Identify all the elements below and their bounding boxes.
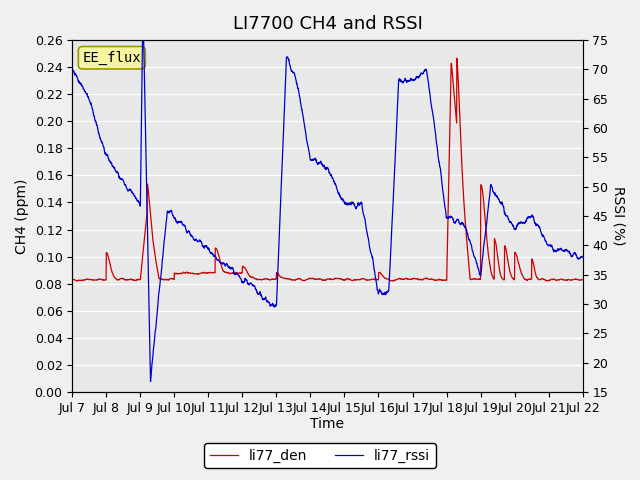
Legend: li77_den, li77_rssi: li77_den, li77_rssi — [204, 443, 436, 468]
li77_den — [476, 276, 484, 282]
li77_rssi — [342, 201, 350, 207]
li77_den — [548, 276, 556, 282]
li77_rssi — [476, 272, 484, 277]
li77_den — [453, 55, 461, 61]
li77_rssi — [548, 244, 556, 250]
li77_rssi — [211, 252, 219, 258]
li77_den — [211, 270, 218, 276]
Y-axis label: CH4 (ppm): CH4 (ppm) — [15, 178, 29, 254]
li77_den — [342, 276, 349, 282]
Line: li77_rssi: li77_rssi — [72, 40, 582, 381]
Text: EE_flux: EE_flux — [83, 51, 141, 65]
li77_rssi — [534, 223, 542, 228]
Title: LI7700 CH4 and RSSI: LI7700 CH4 and RSSI — [232, 15, 422, 33]
li77_rssi — [147, 378, 154, 384]
X-axis label: Time: Time — [310, 418, 344, 432]
li77_den — [388, 278, 396, 284]
Y-axis label: RSSI (%): RSSI (%) — [611, 186, 625, 246]
li77_den — [534, 276, 542, 282]
li77_den — [68, 276, 76, 282]
li77_rssi — [579, 254, 586, 260]
Line: li77_den: li77_den — [72, 58, 582, 281]
li77_rssi — [353, 203, 361, 209]
li77_rssi — [68, 65, 76, 71]
li77_den — [353, 277, 361, 283]
li77_rssi — [139, 37, 147, 43]
li77_den — [579, 277, 586, 283]
